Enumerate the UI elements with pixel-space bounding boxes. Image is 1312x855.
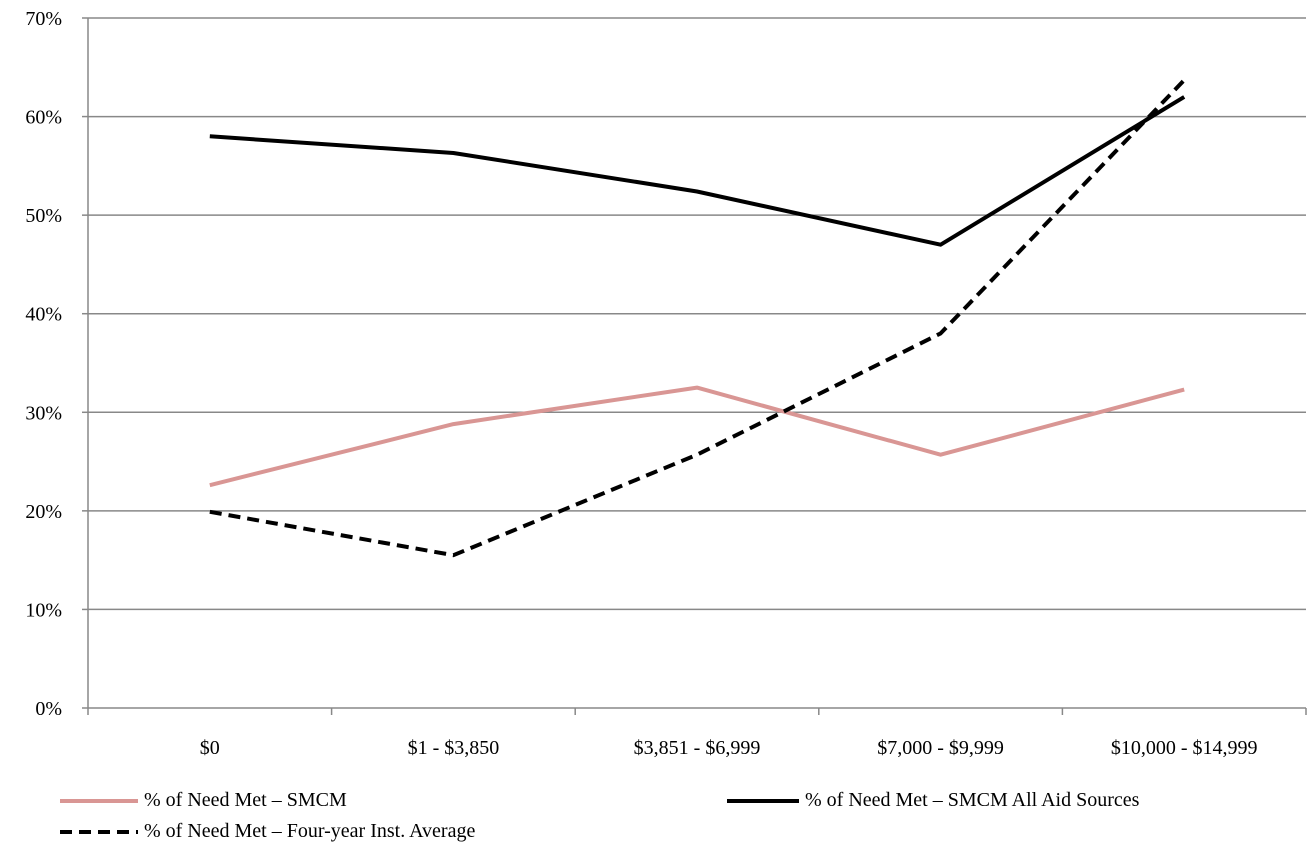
y-tick-label: 40%: [25, 304, 62, 326]
y-tick-label: 30%: [25, 402, 62, 424]
x-tick-label: $10,000 - $14,999: [1111, 737, 1258, 759]
y-tick-label: 50%: [25, 205, 62, 227]
y-tick-label: 20%: [25, 501, 62, 523]
x-tick-label: $1 - $3,850: [408, 737, 500, 759]
y-tick-label: 10%: [25, 599, 62, 621]
y-axis-tick-labels: 0% 10% 20% 30% 40% 50% 60% 70%: [25, 8, 62, 720]
x-tick-label: $0: [200, 737, 220, 759]
x-tick-label: $7,000 - $9,999: [877, 737, 1004, 759]
legend-item-four-year-average: % of Need Met – Four-year Inst. Average: [60, 820, 475, 843]
legend-swatch-four-year-average: [60, 829, 138, 834]
legend-swatch-smcm-all-aid: [727, 798, 799, 803]
series-line-2: [209, 78, 1186, 558]
y-tick-label: 60%: [25, 107, 62, 129]
legend-swatch-smcm: [60, 798, 138, 803]
series-lines: [209, 78, 1186, 558]
series-line-0: [209, 385, 1185, 488]
legend-label-smcm: % of Need Met – SMCM: [144, 789, 347, 811]
legend-item-smcm: % of Need Met – SMCM: [60, 789, 347, 812]
legend-label-smcm-all-aid: % of Need Met – SMCM All Aid Sources: [805, 789, 1140, 811]
x-tick-label: $3,851 - $6,999: [634, 737, 761, 759]
gridlines: [88, 17, 1306, 611]
axes: [82, 17, 1307, 715]
legend-label-four-year-average: % of Need Met – Four-year Inst. Average: [144, 820, 476, 842]
line-chart: 0% 10% 20% 30% 40% 50% 60% 70% $0 $1 - $3,850 $3,…: [25, 8, 1307, 759]
x-axis-tick-labels: $0 $1 - $3,850 $3,851 - $6,999 $7,000 - $9,…: [200, 737, 1258, 759]
y-tick-label: 0%: [35, 698, 62, 720]
y-tick-label: 70%: [25, 8, 62, 30]
series-line-1: [209, 95, 1186, 247]
legend-item-smcm-all-aid: % of Need Met – SMCM All Aid Sources: [727, 789, 1139, 812]
